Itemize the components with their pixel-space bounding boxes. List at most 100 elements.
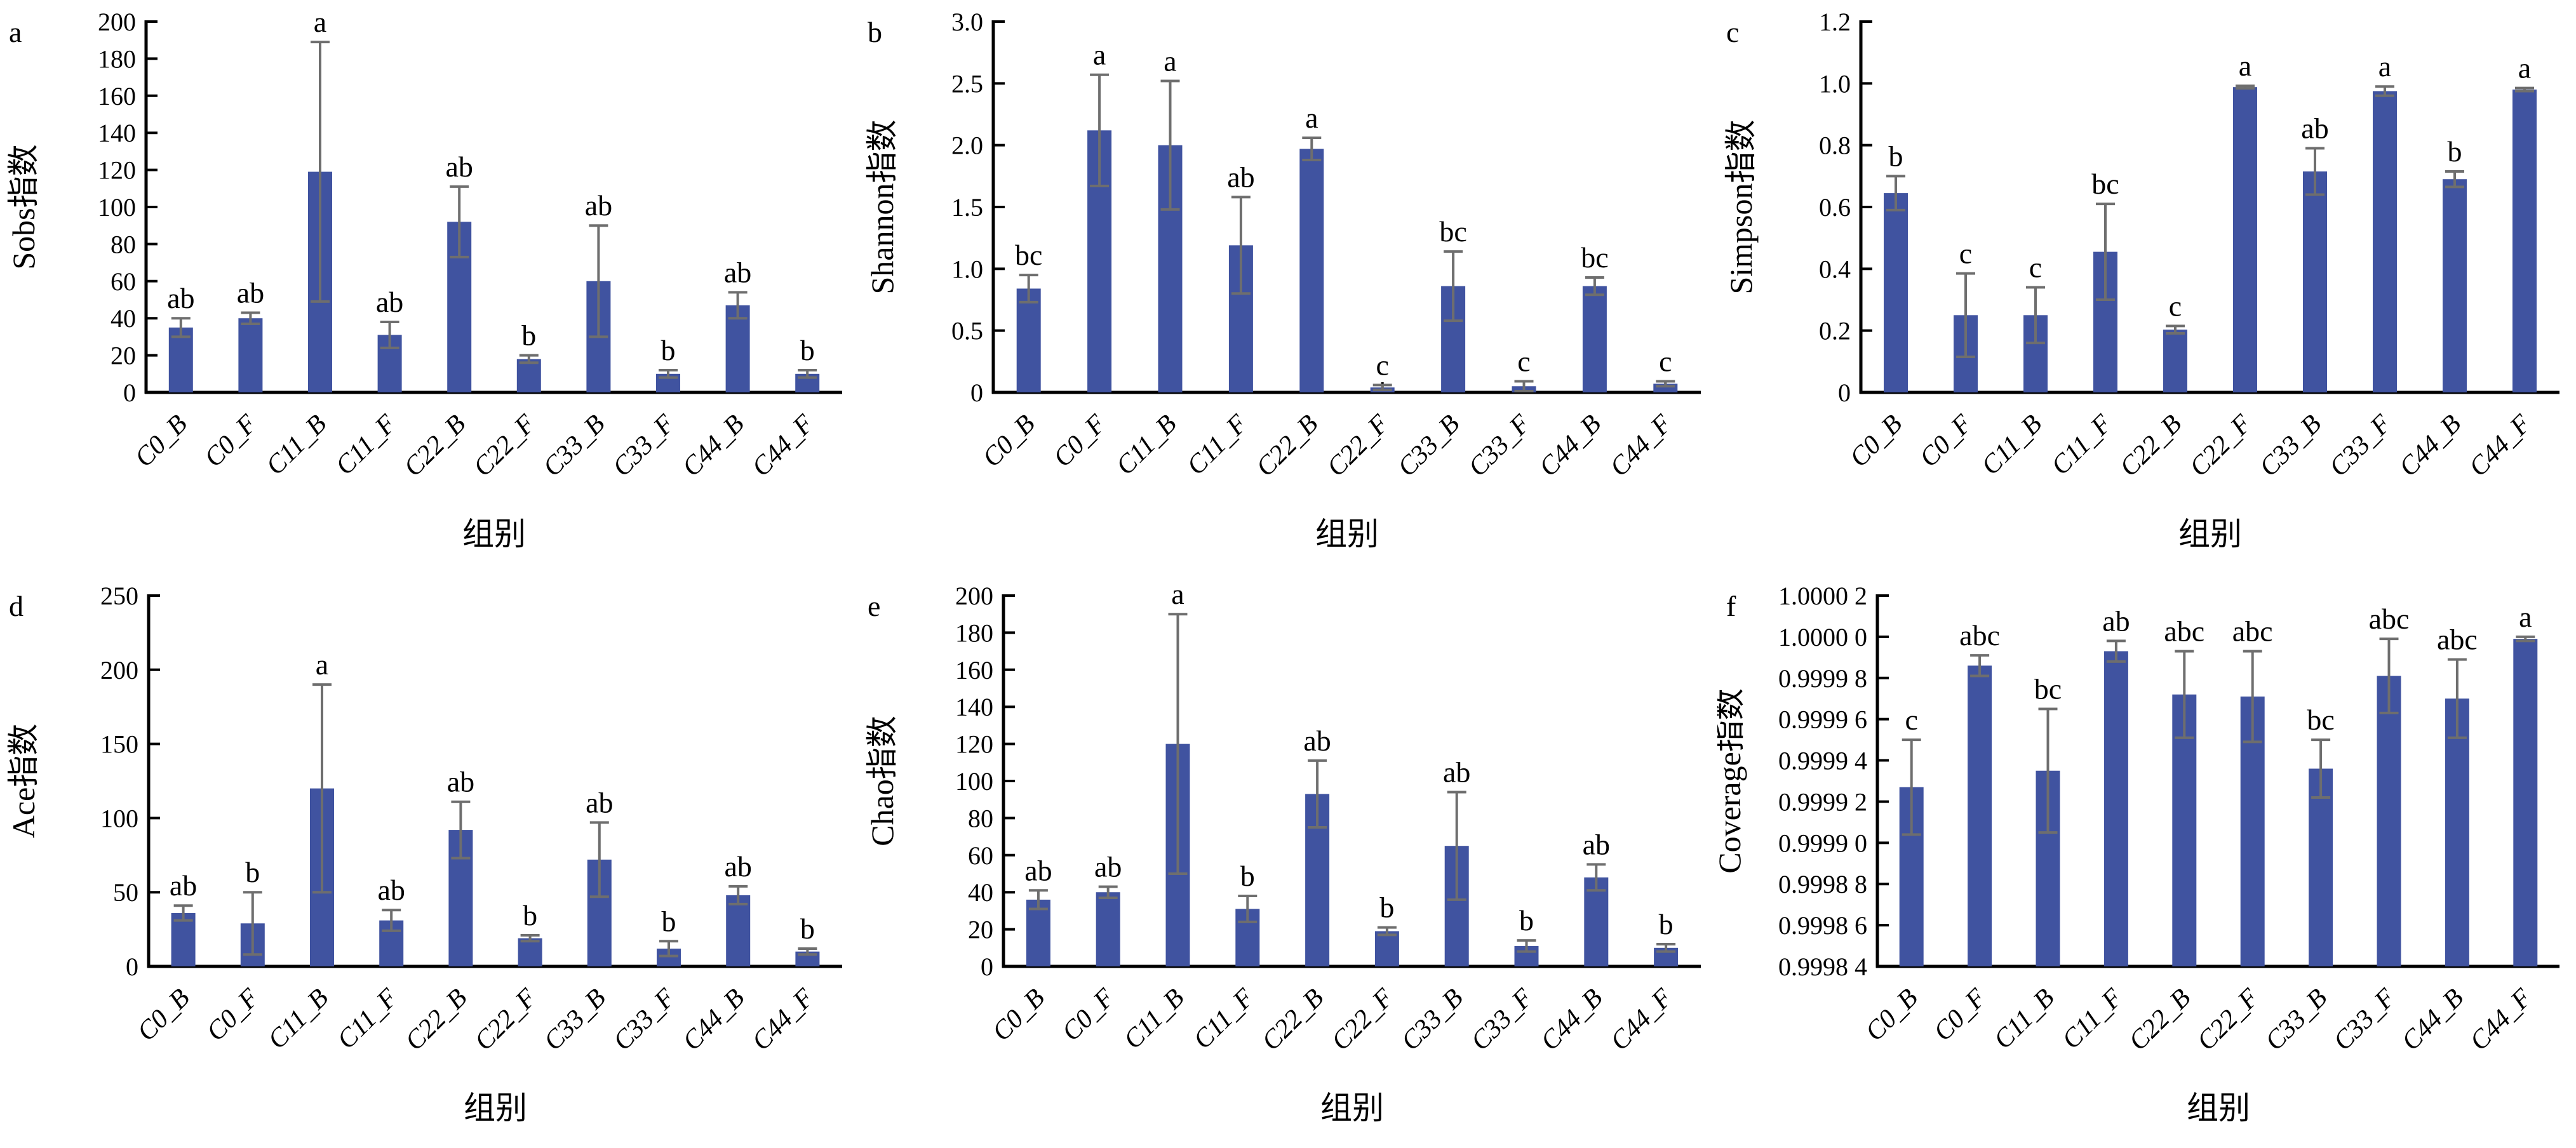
sig-letter-C33_F: a bbox=[2378, 50, 2391, 83]
x-tick-label-C0_B: C0_B bbox=[977, 410, 1041, 473]
x-tick-label-C44_B: C44_B bbox=[2394, 410, 2467, 483]
x-tick-label-C33_B: C33_B bbox=[2254, 410, 2327, 483]
y-tick-label: 200 bbox=[100, 656, 138, 684]
y-tick-label: 0 bbox=[126, 952, 138, 981]
sig-letter-C22_B: ab bbox=[447, 766, 474, 798]
x-tick-label-C33_F: C33_F bbox=[1463, 409, 1536, 482]
sig-letter-C11_F: ab bbox=[1227, 161, 1254, 193]
sig-letter-C44_F: a bbox=[2518, 52, 2531, 84]
y-tick-label: 100 bbox=[955, 767, 993, 796]
sig-letter-C33_F: abc bbox=[2369, 603, 2410, 635]
sig-letter-C0_F: ab bbox=[1094, 850, 1122, 883]
y-tick-label: 0.6 bbox=[1819, 193, 1851, 222]
bar-C0_F bbox=[1096, 892, 1120, 966]
x-tick-label-C0_B: C0_B bbox=[130, 410, 193, 473]
y-tick-label: 0.5 bbox=[951, 317, 983, 345]
x-tick-label-C11_F: C11_F bbox=[1181, 409, 1253, 481]
x-tick-label-C33_F: C33_F bbox=[2328, 983, 2401, 1056]
sig-letter-C11_B: a bbox=[314, 6, 326, 38]
bar-C0_B bbox=[1884, 193, 1908, 392]
x-tick-label-C33_F: C33_F bbox=[2324, 409, 2397, 482]
bar-C22_F bbox=[516, 359, 541, 392]
y-tick-label: 1.0000 0 bbox=[1778, 623, 1867, 651]
y-tick-label: 0.9998 8 bbox=[1778, 870, 1867, 898]
y-tick-label: 180 bbox=[955, 618, 993, 647]
y-axis-title: Simpson指数 bbox=[1723, 119, 1759, 294]
sig-letter-C33_B: ab bbox=[585, 189, 612, 222]
chart-ace: 0 50 100 150 200 250 ab C0_B b C0_F a C11_B ab C11_F a… bbox=[6, 582, 842, 1126]
sig-letter-C11_B: a bbox=[1164, 44, 1176, 77]
bar-C0_B bbox=[1026, 899, 1050, 966]
sig-letter-C0_B: c bbox=[1905, 704, 1917, 736]
x-tick-label-C44_B: C44_B bbox=[2396, 984, 2469, 1057]
x-tick-label-C44_F: C44_F bbox=[746, 983, 819, 1056]
y-tick-label: 180 bbox=[98, 44, 136, 73]
sig-letter-C0_F: a bbox=[1093, 39, 1106, 71]
x-tick-label-C0_F: C0_F bbox=[1048, 409, 1111, 472]
y-tick-label: 3.0 bbox=[951, 8, 983, 36]
x-tick-label-C11_F: C11_F bbox=[330, 409, 402, 481]
sig-letter-C33_B: bc bbox=[1439, 215, 1466, 248]
x-tick-label-C11_F: C11_F bbox=[2056, 983, 2128, 1055]
sig-letter-C44_F: b bbox=[800, 912, 815, 945]
y-axis-title: Sobs指数 bbox=[6, 144, 41, 269]
x-tick-label-C0_B: C0_B bbox=[1860, 984, 1924, 1047]
y-tick-label: 1.0 bbox=[951, 255, 983, 283]
x-tick-label-C22_F: C22_F bbox=[1322, 409, 1395, 482]
sig-letter-C33_B: bc bbox=[2307, 704, 2334, 736]
x-tick-label-C44_F: C44_F bbox=[1604, 409, 1677, 482]
y-tick-label: 1.5 bbox=[951, 193, 983, 222]
sig-letter-C11_B: a bbox=[316, 648, 328, 681]
y-tick-label: 250 bbox=[100, 582, 138, 610]
sig-letter-C0_B: ab bbox=[167, 282, 194, 314]
x-tick-label-C0_F: C0_F bbox=[1914, 409, 1978, 472]
x-tick-label-C33_B: C33_B bbox=[1396, 984, 1469, 1057]
panel-letter-e: e bbox=[868, 590, 880, 622]
bar-C0_B bbox=[1016, 288, 1041, 392]
sig-letter-C0_F: b bbox=[245, 856, 260, 888]
x-axis-title: 组别 bbox=[2178, 516, 2242, 552]
sig-letter-C33_B: ab bbox=[586, 786, 613, 818]
x-tick-label-C11_B: C11_B bbox=[1976, 410, 2048, 481]
sig-letter-C0_B: ab bbox=[170, 869, 197, 902]
bar-C0_F bbox=[238, 318, 263, 392]
bar-C44_B bbox=[1584, 877, 1609, 966]
x-tick-label-C0_B: C0_B bbox=[987, 984, 1050, 1047]
sig-letter-C11_F: ab bbox=[377, 874, 405, 906]
sig-letter-C44_F: a bbox=[2519, 601, 2532, 633]
bar-C0_B bbox=[171, 912, 196, 966]
y-tick-label: 120 bbox=[955, 730, 993, 759]
sig-letter-C33_B: ab bbox=[2301, 112, 2328, 145]
y-tick-label: 1.2 bbox=[1819, 8, 1851, 36]
x-tick-label-C0_F: C0_F bbox=[1928, 983, 1992, 1046]
sig-letter-C22_F: c bbox=[1376, 349, 1388, 381]
y-tick-label: 0 bbox=[1838, 378, 1851, 407]
x-tick-label-C22_B: C22_B bbox=[399, 984, 473, 1057]
x-tick-label-C44_B: C44_B bbox=[1534, 410, 1607, 483]
y-tick-label: 0.2 bbox=[1819, 317, 1851, 345]
x-tick-label-C44_F: C44_F bbox=[746, 409, 819, 482]
bar-C44_B bbox=[2443, 179, 2467, 392]
y-tick-label: 150 bbox=[100, 730, 138, 759]
x-tick-label-C44_B: C44_B bbox=[1535, 984, 1608, 1057]
y-tick-label: 40 bbox=[968, 878, 993, 907]
y-tick-label: 0.9998 4 bbox=[1778, 952, 1867, 981]
panel-shannon: 0 0.5 1.0 1.5 2.0 2.5 3.0 bc C0_B a C0_F a C11_B ab C1… bbox=[859, 0, 1717, 574]
y-tick-label: 80 bbox=[968, 804, 993, 832]
sig-letter-C44_B: ab bbox=[1583, 828, 1610, 860]
y-tick-label: 60 bbox=[111, 267, 136, 296]
y-tick-label: 60 bbox=[968, 841, 993, 870]
x-tick-label-C22_F: C22_F bbox=[2192, 983, 2265, 1056]
sig-letter-C0_F: abc bbox=[1959, 619, 2000, 651]
sig-letter-C44_F: b bbox=[1659, 908, 1674, 940]
x-tick-label-C11_B: C11_B bbox=[260, 410, 332, 481]
x-tick-label-C0_F: C0_F bbox=[199, 409, 262, 472]
y-tick-label: 160 bbox=[98, 82, 136, 110]
y-tick-label: 1.0000 2 bbox=[1778, 582, 1867, 610]
x-tick-label-C33_B: C33_B bbox=[539, 984, 612, 1057]
sig-letter-C33_B: ab bbox=[1443, 756, 1470, 789]
panel-ace: 0 50 100 150 200 250 ab C0_B b C0_F a C11_B ab C11_F a… bbox=[0, 574, 859, 1148]
sig-letter-C22_F: a bbox=[2239, 50, 2251, 82]
chart-sobs: 020406080100120140160180200abC0_BabC0_Fa… bbox=[6, 6, 842, 552]
